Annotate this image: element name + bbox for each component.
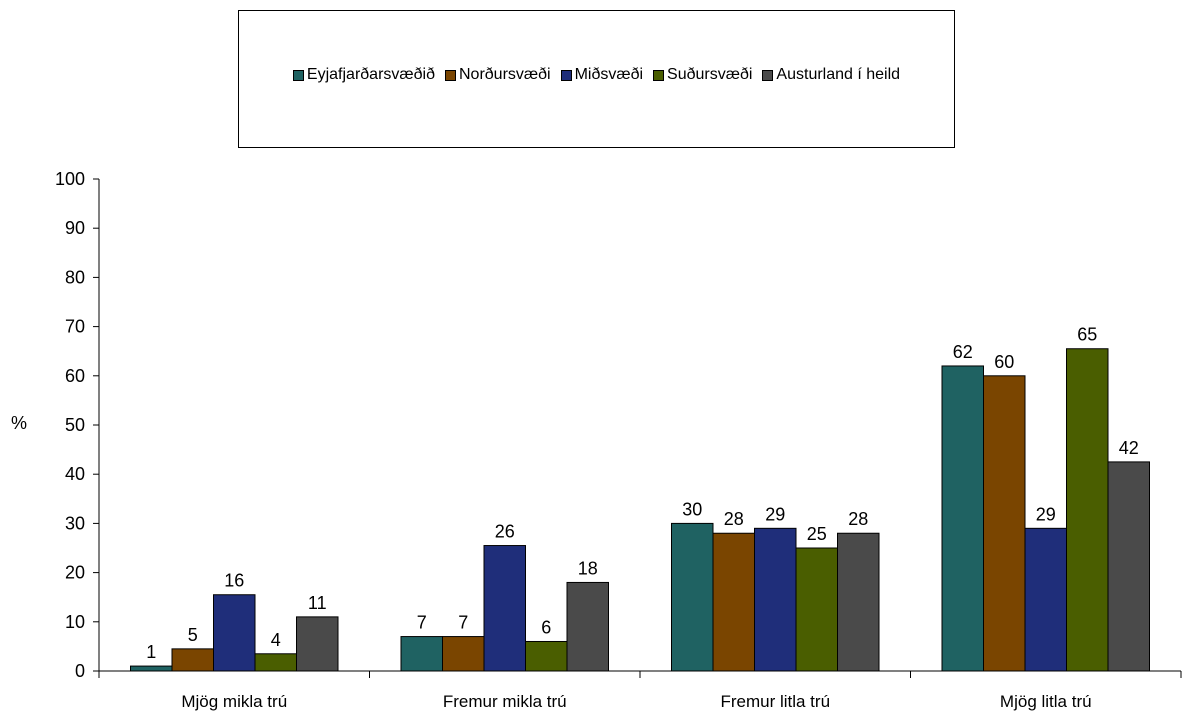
bar <box>837 532 880 672</box>
legend-swatch <box>560 69 572 81</box>
bar <box>983 375 1026 672</box>
bar <box>213 594 256 672</box>
y-tick-label: 20 <box>65 563 85 583</box>
y-axis-label: % <box>11 413 28 433</box>
data-label: 25 <box>807 524 827 544</box>
legend-label: Eyjafjarðarsvæðið <box>306 66 435 83</box>
data-label: 29 <box>765 504 785 524</box>
x-tick-label: Mjög mikla trú <box>181 692 287 711</box>
legend-label: Austurland í heild <box>776 66 901 83</box>
bar <box>400 636 443 672</box>
legend-item: Norðursvæði <box>444 66 551 84</box>
legend-item: Suðursvæði <box>653 66 752 84</box>
bar <box>941 365 984 672</box>
bar <box>1107 461 1150 672</box>
data-label: 7 <box>458 613 468 633</box>
legend-item: Eyjafjarðarsvæðið <box>292 66 435 84</box>
data-label: 16 <box>224 571 244 591</box>
y-tick-label: 60 <box>65 366 85 386</box>
bar <box>525 640 568 672</box>
y-tick-label: 0 <box>75 661 85 681</box>
chart-legend: Eyjafjarðarsvæðið Norðursvæði Miðsvæði Suðu… <box>238 10 955 148</box>
legend-swatch <box>444 69 456 81</box>
data-label: 18 <box>578 558 598 578</box>
data-label: 7 <box>417 613 427 633</box>
data-label: 65 <box>1077 325 1097 345</box>
bar <box>566 581 609 672</box>
data-label: 26 <box>495 522 515 542</box>
y-tick-label: 40 <box>65 464 85 484</box>
bar <box>754 527 797 672</box>
data-label: 62 <box>953 342 973 362</box>
data-label: 60 <box>994 352 1014 372</box>
data-label: 42 <box>1119 438 1139 458</box>
legend-swatch <box>653 69 665 81</box>
legend-swatch <box>292 69 304 81</box>
data-label: 11 <box>308 593 327 613</box>
bar <box>712 532 755 672</box>
y-tick-label: 50 <box>65 415 85 435</box>
y-tick-label: 70 <box>65 317 85 337</box>
bar <box>442 636 485 672</box>
legend-item: Austurland í heild <box>762 66 900 84</box>
bar <box>254 653 297 672</box>
bar <box>483 545 526 672</box>
bar <box>1066 348 1109 672</box>
bar <box>1024 527 1067 672</box>
x-tick-label: Fremur mikla trú <box>443 692 567 711</box>
data-label: 30 <box>682 499 702 519</box>
data-label: 29 <box>1036 504 1056 524</box>
legend-label: Suðursvæði <box>667 66 753 83</box>
data-label: 6 <box>541 617 551 637</box>
x-tick-label: Mjög litla trú <box>1000 692 1092 711</box>
legend-swatch <box>762 69 774 81</box>
bar <box>671 522 714 672</box>
legend-label: Miðsvæði <box>574 66 644 83</box>
legend-label: Norðursvæði <box>458 66 551 83</box>
x-tick-label: Fremur litla trú <box>720 692 830 711</box>
data-label: 5 <box>188 625 198 645</box>
data-label: 28 <box>724 509 744 529</box>
legend-items: Eyjafjarðarsvæðið Norðursvæði Miðsvæði Suðu… <box>239 66 954 84</box>
data-label: 4 <box>271 630 281 650</box>
y-tick-label: 80 <box>65 267 85 287</box>
data-label: 28 <box>848 509 868 529</box>
y-tick-label: 90 <box>65 218 85 238</box>
bar <box>795 547 838 672</box>
data-label: 1 <box>146 642 156 662</box>
bar <box>130 665 173 672</box>
y-tick-label: 10 <box>65 612 85 632</box>
bar <box>296 616 339 672</box>
bar <box>171 648 214 672</box>
y-tick-label: 100 <box>55 169 85 189</box>
legend-item: Miðsvæði <box>560 66 644 84</box>
y-tick-label: 30 <box>65 513 85 533</box>
